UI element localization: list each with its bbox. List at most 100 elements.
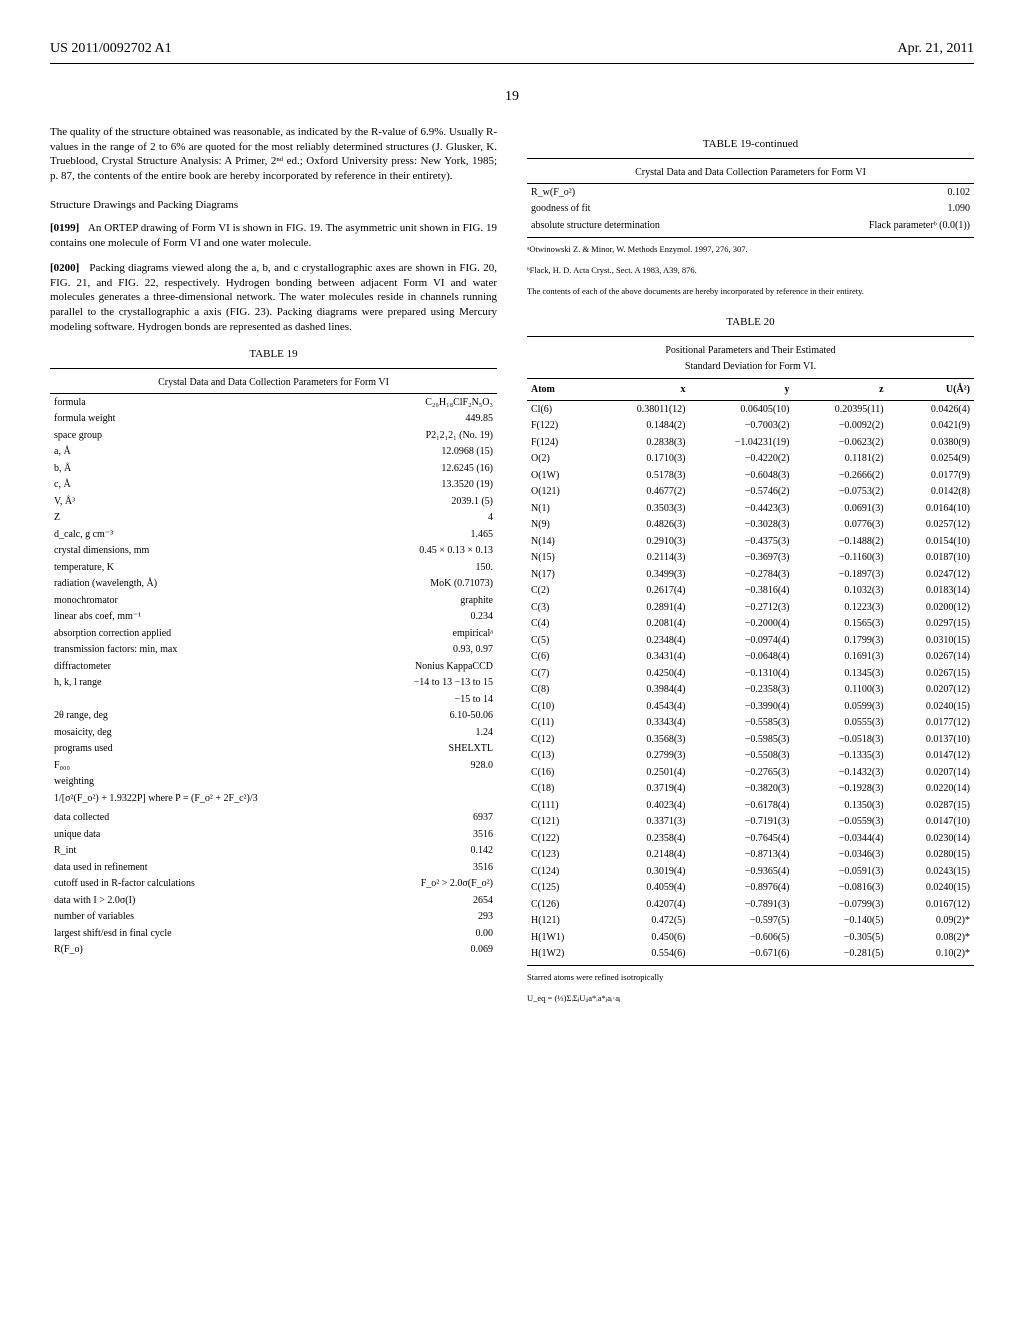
atom-label: C(124) — [527, 863, 595, 880]
coord-value: 0.3719(4) — [595, 781, 689, 798]
atom-label: C(5) — [527, 632, 595, 649]
atom-label: C(13) — [527, 748, 595, 765]
param-value: 0.00 — [318, 925, 497, 942]
coord-value: −0.3820(3) — [690, 781, 794, 798]
coord-value: −0.2784(3) — [690, 566, 794, 583]
coord-value: −0.140(5) — [794, 913, 888, 930]
coord-value: 0.0207(14) — [888, 764, 974, 781]
atom-label: O(1W) — [527, 467, 595, 484]
para-num: [0199] — [50, 222, 79, 234]
param-value: SHELXTL — [318, 741, 497, 758]
publication-date: Apr. 21, 2011 — [898, 40, 974, 59]
coord-value: 0.0187(10) — [888, 550, 974, 567]
atom-label: N(14) — [527, 533, 595, 550]
table-row: C(3)0.2891(4)−0.2712(3)0.1223(3)0.0200(1… — [527, 599, 974, 616]
coord-value: −0.1160(3) — [794, 550, 888, 567]
column-header: U(Å²) — [888, 378, 974, 401]
param-label: Z — [50, 510, 318, 527]
atom-label: F(124) — [527, 434, 595, 451]
table-row: data collected6937 — [50, 810, 497, 827]
coord-value: 0.0426(4) — [888, 401, 974, 418]
coord-value: 0.0243(15) — [888, 863, 974, 880]
coord-value: −0.2358(3) — [690, 682, 794, 699]
table-row: O(121)0.4677(2)−0.5746(2)−0.0753(2)0.014… — [527, 484, 974, 501]
coord-value: 0.4059(4) — [595, 880, 689, 897]
table19cont-caption: Crystal Data and Data Collection Paramet… — [527, 162, 974, 184]
atom-label: H(1W1) — [527, 929, 595, 946]
coord-value: 0.2799(3) — [595, 748, 689, 765]
param-label: formula — [50, 394, 318, 411]
coord-value: −0.6178(4) — [690, 797, 794, 814]
coord-value: −0.9365(4) — [690, 863, 794, 880]
coord-value: 0.1710(3) — [595, 451, 689, 468]
column-header: Atom — [527, 378, 595, 401]
coord-value: 0.1032(3) — [794, 583, 888, 600]
param-label: R(F_o) — [50, 942, 318, 959]
coord-value: −0.0591(3) — [794, 863, 888, 880]
table-row: C(122)0.2358(4)−0.7645(4)−0.0344(4)0.023… — [527, 830, 974, 847]
table-row: F₀₀₀928.0 — [50, 757, 497, 774]
param-label: largest shift/esd in final cycle — [50, 925, 318, 942]
coord-value: 0.0287(15) — [888, 797, 974, 814]
table19cont-title: TABLE 19-continued — [527, 137, 974, 152]
table-footnote: U_eq = (⅓)ΣᵢΣⱼUᵢⱼa*ᵢa*ⱼaᵢ·aⱼ — [527, 993, 974, 1004]
paragraph-0199: [0199] An ORTEP drawing of Form VI is sh… — [50, 221, 497, 251]
coord-value: −0.8976(4) — [690, 880, 794, 897]
param-value: 0.102 — [795, 184, 974, 201]
param-value: 1.090 — [795, 201, 974, 218]
atom-label: N(17) — [527, 566, 595, 583]
atom-label: C(2) — [527, 583, 595, 600]
param-value: 3516 — [318, 826, 497, 843]
coord-value: 0.0183(14) — [888, 583, 974, 600]
table-row: mosaicity, deg1.24 — [50, 724, 497, 741]
param-value: −14 to 13 −13 to 15 — [318, 675, 497, 692]
param-value: 2039.1 (5) — [318, 493, 497, 510]
table-row: b, Å12.6245 (16) — [50, 460, 497, 477]
para-text: An ORTEP drawing of Form VI is shown in … — [50, 222, 497, 249]
atom-label: C(18) — [527, 781, 595, 798]
param-value — [318, 790, 497, 807]
table-row: F(122)0.1484(2)−0.7003(2)−0.0092(2)0.042… — [527, 418, 974, 435]
table-row: c, Å13.3520 (19) — [50, 477, 497, 494]
param-label: temperature, K — [50, 559, 318, 576]
coord-value: 0.554(6) — [595, 946, 689, 963]
coord-value: 0.2910(3) — [595, 533, 689, 550]
param-value: 4 — [318, 510, 497, 527]
coord-value: 0.4207(4) — [595, 896, 689, 913]
page-number: 19 — [50, 88, 974, 107]
coord-value: −0.2765(3) — [690, 764, 794, 781]
atom-label: N(1) — [527, 500, 595, 517]
param-label: number of variables — [50, 909, 318, 926]
page-header: US 2011/0092702 A1 Apr. 21, 2011 — [50, 40, 974, 64]
param-label: goodness of fit — [527, 201, 795, 218]
param-value: −15 to 14 — [318, 691, 497, 708]
atom-label: N(15) — [527, 550, 595, 567]
param-label — [50, 691, 318, 708]
coord-value: −0.0623(2) — [794, 434, 888, 451]
param-value: 13.3520 (19) — [318, 477, 497, 494]
coord-value: −0.2712(3) — [690, 599, 794, 616]
table-row: radiation (wavelength, Å)MoK (0.71073) — [50, 576, 497, 593]
coord-value: 0.3019(4) — [595, 863, 689, 880]
atom-label: C(122) — [527, 830, 595, 847]
param-label: formula weight — [50, 411, 318, 428]
table-row: absolute structure determinationFlack pa… — [527, 217, 974, 234]
coord-value: −0.606(5) — [690, 929, 794, 946]
coord-value: 0.4023(4) — [595, 797, 689, 814]
coord-value: −0.7191(3) — [690, 814, 794, 831]
coord-value: 0.0254(9) — [888, 451, 974, 468]
coord-value: 0.3371(3) — [595, 814, 689, 831]
coord-value: −0.2666(2) — [794, 467, 888, 484]
param-value: 928.0 — [318, 757, 497, 774]
coord-value: −0.3028(3) — [690, 517, 794, 534]
table-row: N(14)0.2910(3)−0.4375(3)−0.1488(2)0.0154… — [527, 533, 974, 550]
coord-value: 0.2081(4) — [595, 616, 689, 633]
table-row: N(9)0.4826(3)−0.3028(3)0.0776(3)0.0257(1… — [527, 517, 974, 534]
coord-value: 0.0310(15) — [888, 632, 974, 649]
table-row: R_w(F_o²)0.102 — [527, 184, 974, 201]
coord-value: −0.305(5) — [794, 929, 888, 946]
atom-label: C(125) — [527, 880, 595, 897]
table-row: R_int0.142 — [50, 843, 497, 860]
coord-value: 0.1691(3) — [794, 649, 888, 666]
param-value: 0.142 — [318, 843, 497, 860]
